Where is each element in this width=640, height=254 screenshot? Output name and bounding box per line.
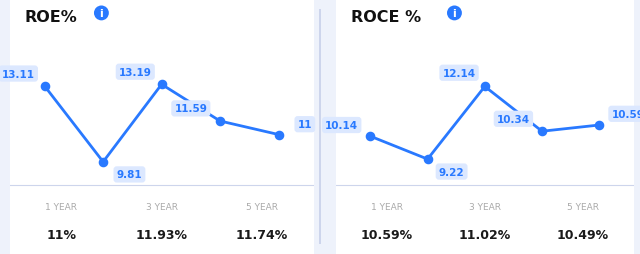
Text: 1 YEAR: 1 YEAR <box>371 202 403 212</box>
Text: 11: 11 <box>298 120 312 130</box>
Text: 11.02%: 11.02% <box>459 229 511 241</box>
Text: 11%: 11% <box>46 229 76 241</box>
Point <box>40 85 50 89</box>
Text: 10.34: 10.34 <box>497 114 530 124</box>
Text: 3 YEAR: 3 YEAR <box>468 202 501 212</box>
Point <box>215 119 225 123</box>
Point <box>537 130 547 134</box>
Text: 13.19: 13.19 <box>119 68 152 77</box>
Point <box>98 160 108 164</box>
Text: i: i <box>100 9 103 19</box>
Point <box>594 123 604 128</box>
Text: ROCE %: ROCE % <box>351 10 421 25</box>
Text: 5 YEAR: 5 YEAR <box>246 202 278 212</box>
Point <box>273 133 284 137</box>
Text: 1 YEAR: 1 YEAR <box>45 202 77 212</box>
Text: ROE%: ROE% <box>25 10 77 25</box>
Text: 9.81: 9.81 <box>116 170 142 180</box>
Text: 10.59: 10.59 <box>611 109 640 119</box>
Text: 10.49%: 10.49% <box>557 229 609 241</box>
Text: 11.59: 11.59 <box>174 104 207 114</box>
Point <box>422 157 433 162</box>
Text: 10.59%: 10.59% <box>360 229 413 241</box>
Text: 5 YEAR: 5 YEAR <box>567 202 599 212</box>
Text: 9.22: 9.22 <box>439 167 465 177</box>
Text: i: i <box>452 9 456 19</box>
Point <box>365 135 376 139</box>
Text: 13.11: 13.11 <box>2 69 35 79</box>
Text: 10.14: 10.14 <box>325 121 358 131</box>
Text: 12.14: 12.14 <box>442 69 476 78</box>
Point <box>480 85 490 89</box>
Point <box>157 83 167 87</box>
Text: 11.93%: 11.93% <box>136 229 188 241</box>
Text: 3 YEAR: 3 YEAR <box>146 202 178 212</box>
Text: 11.74%: 11.74% <box>236 229 288 241</box>
